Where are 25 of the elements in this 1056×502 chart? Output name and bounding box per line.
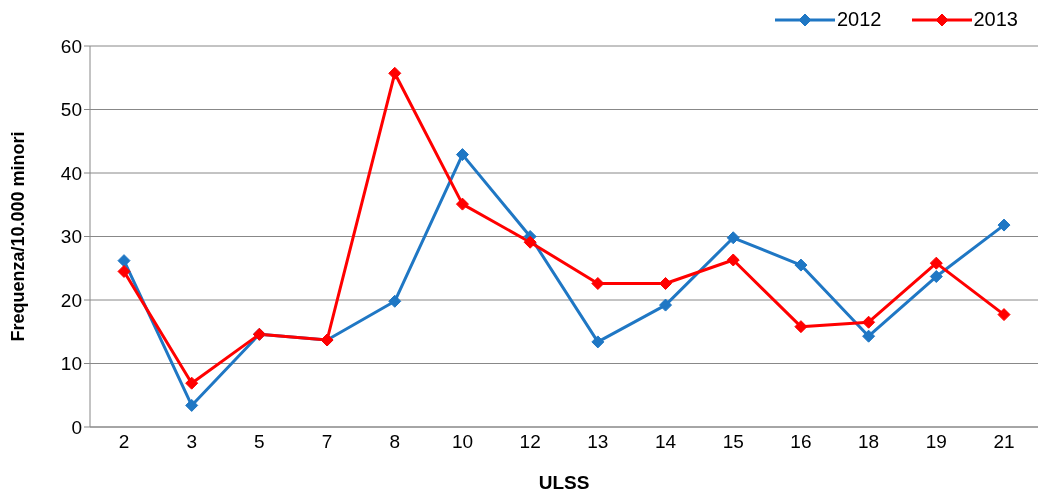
legend-label: 2012 (837, 8, 882, 31)
x-tick-label: 8 (389, 431, 401, 453)
x-tick-label: 3 (186, 431, 197, 453)
x-tick-label: 14 (654, 431, 677, 453)
y-tick-label: 0 (71, 416, 82, 438)
x-tick-label: 18 (858, 431, 880, 453)
x-tick-label: 7 (321, 431, 333, 453)
x-tick-label: 13 (587, 431, 609, 453)
x-tick-label: 21 (993, 431, 1015, 453)
y-tick-label: 60 (60, 35, 82, 57)
x-tick-label: 16 (790, 431, 812, 453)
y-tick-label: 10 (60, 353, 82, 375)
y-tick-label: 30 (60, 226, 82, 248)
legend-label: 2013 (973, 8, 1018, 31)
x-tick-label: 12 (519, 431, 541, 453)
x-tick-label: 10 (451, 431, 474, 453)
y-axis-title: Frequenza/10.000 minori (8, 131, 29, 342)
y-tick-label: 50 (60, 99, 82, 121)
x-tick-label: 5 (254, 431, 265, 453)
y-tick-label: 20 (60, 289, 82, 311)
x-tick-label: 2 (118, 431, 130, 453)
x-tick-label: 19 (925, 431, 947, 453)
x-axis-title: ULSS (538, 472, 590, 493)
x-tick-label: 15 (722, 431, 744, 453)
y-tick-label: 40 (60, 162, 82, 184)
